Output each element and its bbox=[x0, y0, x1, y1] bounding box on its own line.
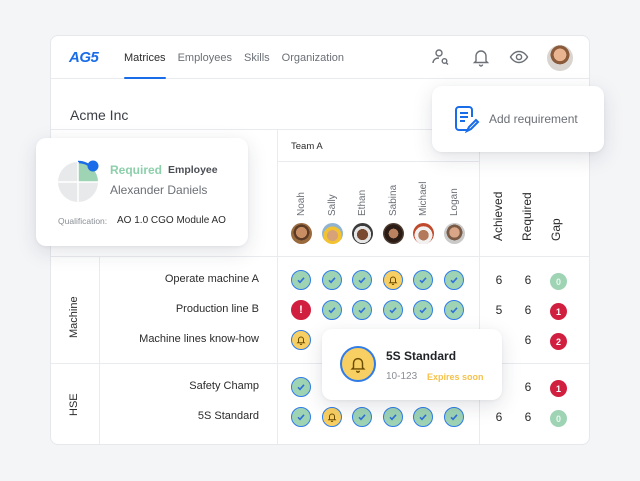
gap-badge: 2 bbox=[550, 333, 567, 350]
required-value: 6 bbox=[524, 273, 532, 287]
check-icon[interactable] bbox=[322, 300, 342, 320]
member-avatar[interactable] bbox=[383, 223, 404, 244]
member-avatar[interactable] bbox=[322, 223, 343, 244]
user-search-icon[interactable] bbox=[431, 47, 451, 67]
check-icon[interactable] bbox=[352, 270, 372, 290]
member-avatar[interactable] bbox=[413, 223, 434, 244]
nav-skills[interactable]: Skills bbox=[243, 52, 270, 64]
check-icon[interactable] bbox=[322, 270, 342, 290]
bell-icon[interactable] bbox=[291, 330, 311, 350]
bell-icon[interactable] bbox=[383, 270, 403, 290]
divider bbox=[51, 363, 589, 364]
divider bbox=[51, 256, 589, 257]
company-name: Acme Inc bbox=[70, 107, 129, 123]
skill-name: Operate machine A bbox=[164, 273, 259, 285]
achieved-value: 6 bbox=[495, 410, 503, 424]
member-avatar[interactable] bbox=[352, 223, 373, 244]
expiry-status: Expires soon bbox=[427, 372, 484, 382]
check-icon[interactable] bbox=[383, 407, 403, 427]
group-label-machine: Machine bbox=[68, 296, 80, 338]
nav-employees[interactable]: Employees bbox=[177, 52, 232, 64]
required-value: 6 bbox=[524, 410, 532, 424]
gap-badge: 1 bbox=[550, 303, 567, 320]
skill-name: Production line B bbox=[175, 303, 259, 315]
member-name: Logan bbox=[449, 188, 460, 216]
achieved-value: 5 bbox=[495, 303, 503, 317]
check-icon[interactable] bbox=[352, 407, 372, 427]
add-requirement-button[interactable]: Add requirement bbox=[432, 86, 604, 152]
check-icon[interactable] bbox=[413, 300, 433, 320]
check-icon[interactable] bbox=[413, 270, 433, 290]
nav-matrices[interactable]: Matrices bbox=[124, 36, 166, 79]
check-icon[interactable] bbox=[444, 407, 464, 427]
check-icon[interactable] bbox=[383, 300, 403, 320]
qualification-label: Qualification: bbox=[58, 216, 108, 226]
standard-title: 5S Standard bbox=[386, 349, 457, 363]
requirement-status: Required bbox=[110, 163, 163, 177]
member-name: Noah bbox=[296, 192, 307, 216]
required-value: 6 bbox=[524, 333, 532, 347]
check-icon[interactable] bbox=[291, 270, 311, 290]
check-icon[interactable] bbox=[444, 270, 464, 290]
qualification-pie-icon bbox=[58, 160, 99, 202]
alert-icon[interactable]: ! bbox=[291, 300, 311, 320]
divider bbox=[277, 129, 278, 444]
required-header: Required bbox=[520, 192, 534, 241]
eye-icon[interactable] bbox=[509, 47, 529, 67]
gap-badge: 0 bbox=[550, 410, 567, 427]
check-icon[interactable] bbox=[444, 300, 464, 320]
required-value: 6 bbox=[524, 380, 532, 394]
required-value: 6 bbox=[524, 303, 532, 317]
member-name: Ethan bbox=[357, 189, 368, 216]
document-edit-icon bbox=[455, 106, 480, 133]
top-bar: AG5 Matrices Employees Skills Organizati… bbox=[51, 36, 589, 79]
check-icon[interactable] bbox=[352, 300, 372, 320]
standard-popup: 5S Standard 10-123 Expires soon bbox=[322, 329, 502, 400]
skill-name: Machine lines know-how bbox=[139, 333, 259, 345]
check-icon[interactable] bbox=[291, 377, 311, 397]
bell-icon[interactable] bbox=[471, 47, 491, 67]
team-label: Team A bbox=[291, 141, 323, 152]
user-avatar[interactable] bbox=[547, 45, 573, 71]
bell-icon[interactable] bbox=[322, 407, 342, 427]
divider bbox=[51, 129, 589, 130]
achieved-header: Achieved bbox=[491, 191, 505, 241]
member-avatar[interactable] bbox=[291, 223, 312, 244]
skill-name: 5S Standard bbox=[197, 410, 259, 422]
divider bbox=[277, 161, 479, 162]
group-label-hse: HSE bbox=[68, 393, 80, 416]
achieved-value: 6 bbox=[495, 273, 503, 287]
member-name: Michael bbox=[418, 181, 429, 216]
member-name: Sabina bbox=[388, 184, 399, 216]
employee-name: Alexander Daniels bbox=[110, 183, 208, 197]
skill-name: Safety Champ bbox=[189, 380, 259, 392]
standard-code: 10-123 bbox=[386, 371, 418, 382]
bell-icon bbox=[340, 346, 376, 382]
qualification-value: AO 1.0 CGO Module AO bbox=[117, 215, 226, 226]
add-requirement-label: Add requirement bbox=[489, 112, 578, 126]
nav-organization[interactable]: Organization bbox=[281, 52, 345, 64]
member-name: Sally bbox=[327, 194, 338, 216]
check-icon[interactable] bbox=[413, 407, 433, 427]
divider bbox=[99, 256, 100, 444]
gap-badge: 0 bbox=[550, 273, 567, 290]
employee-card[interactable]: Required Employee Alexander Daniels Qual… bbox=[36, 138, 248, 246]
gap-badge: 1 bbox=[550, 380, 567, 397]
logo[interactable]: AG5 bbox=[69, 49, 99, 66]
main-nav: Matrices Employees Skills Organization bbox=[124, 36, 344, 79]
gap-header: Gap bbox=[549, 218, 563, 241]
member-avatar[interactable] bbox=[444, 223, 465, 244]
check-icon[interactable] bbox=[291, 407, 311, 427]
divider bbox=[479, 129, 480, 444]
employee-type: Employee bbox=[168, 164, 218, 176]
